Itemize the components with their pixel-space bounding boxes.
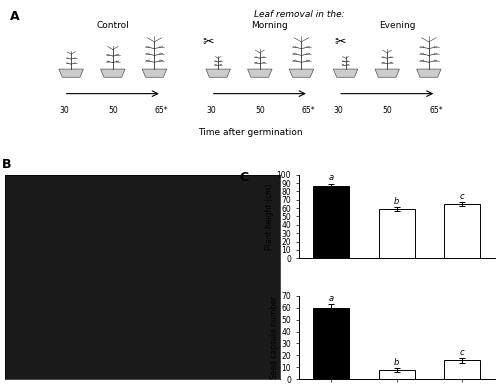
Text: 65*: 65* — [155, 106, 168, 115]
Bar — [444, 360, 480, 379]
Text: ✂: ✂ — [202, 35, 214, 49]
Text: 65*: 65* — [302, 106, 316, 115]
Text: A: A — [10, 10, 20, 24]
Polygon shape — [59, 69, 84, 77]
Polygon shape — [334, 69, 358, 77]
Bar — [5, 379, 280, 387]
Polygon shape — [375, 69, 400, 77]
Text: Morning: Morning — [251, 21, 288, 30]
Polygon shape — [416, 69, 441, 77]
Y-axis label: Seed capsule number: Seed capsule number — [270, 296, 278, 379]
Polygon shape — [142, 69, 167, 77]
Text: a: a — [329, 294, 334, 303]
Bar — [314, 186, 350, 258]
Text: c: c — [460, 348, 464, 357]
Text: 50: 50 — [382, 106, 392, 115]
Text: b: b — [394, 358, 400, 367]
Bar — [314, 308, 350, 379]
Text: Evening: Evening — [379, 21, 415, 30]
Text: B: B — [2, 158, 12, 171]
Text: 50: 50 — [255, 106, 264, 115]
Text: Control: Control — [96, 21, 129, 30]
Polygon shape — [289, 69, 314, 77]
Text: ✂: ✂ — [335, 35, 346, 49]
Text: 50: 50 — [108, 106, 118, 115]
Text: Time after germination: Time after germination — [198, 128, 302, 137]
Text: a: a — [329, 173, 334, 182]
Polygon shape — [100, 69, 125, 77]
Text: 30: 30 — [206, 106, 216, 115]
Bar — [444, 204, 480, 258]
Text: b: b — [394, 197, 400, 206]
Text: 65*: 65* — [430, 106, 443, 115]
Polygon shape — [206, 69, 231, 77]
Bar — [379, 370, 415, 379]
Text: C: C — [240, 171, 249, 183]
Text: 30: 30 — [334, 106, 343, 115]
Text: 30: 30 — [59, 106, 69, 115]
Text: c: c — [460, 192, 464, 200]
Polygon shape — [248, 69, 272, 77]
Y-axis label: Plant height (cm): Plant height (cm) — [265, 183, 274, 250]
Text: Leaf removal in the:: Leaf removal in the: — [254, 10, 344, 19]
Bar — [379, 209, 415, 258]
